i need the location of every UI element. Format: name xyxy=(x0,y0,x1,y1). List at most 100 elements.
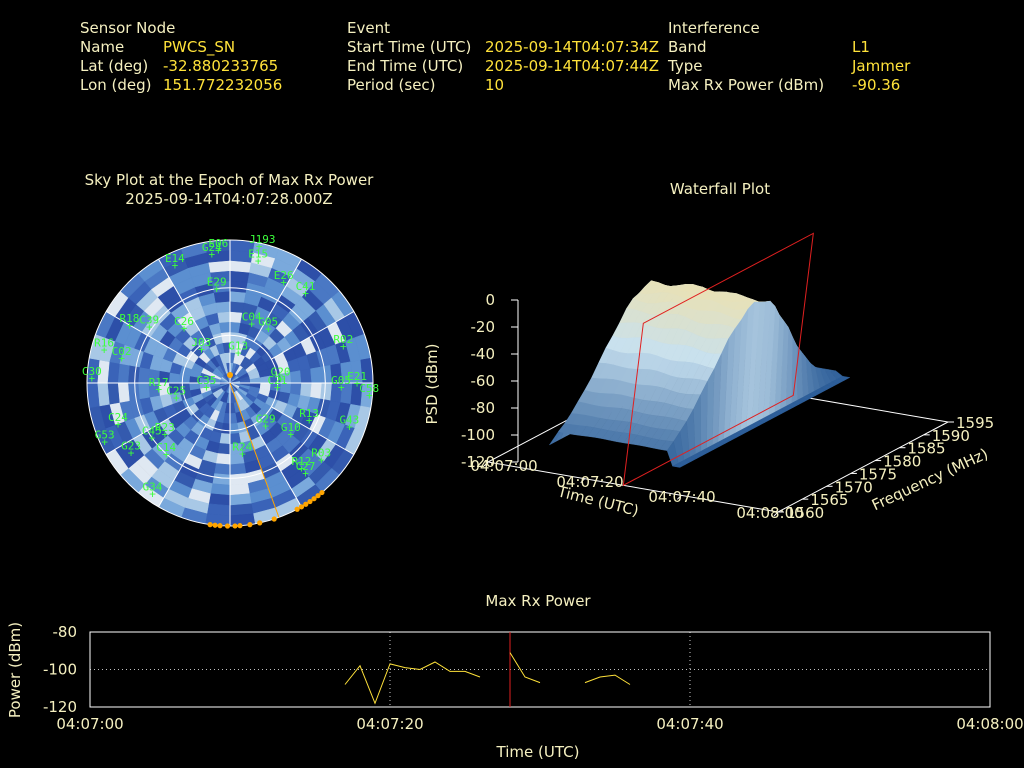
skyplot-heat-cell xyxy=(229,382,240,390)
waterfall-surface-cell xyxy=(670,328,686,345)
waterfall-surface-cell xyxy=(819,384,834,390)
skyplot-heat-cell xyxy=(256,362,269,373)
satellite-label: G20 xyxy=(271,366,291,379)
waterfall-surface-cell xyxy=(730,354,744,357)
satellite-label: G34 xyxy=(143,481,163,494)
skyplot-heat-cell xyxy=(265,357,279,370)
waterfall-surface-cell xyxy=(710,340,724,349)
waterfall-surface-cell xyxy=(619,308,635,324)
skyplot-heat-cell xyxy=(148,382,160,398)
skyplot-heat-cell xyxy=(129,398,144,419)
waterfall-surface-cell xyxy=(735,305,749,313)
skyplot-heat-cell xyxy=(257,296,277,313)
skyplot-heat-cell xyxy=(87,382,100,409)
waterfall-surface-cell xyxy=(687,325,700,336)
skyplot-heat-cell xyxy=(193,435,210,451)
waterfall-surface-cell xyxy=(786,349,799,357)
skyplot-heat-cell xyxy=(237,387,249,397)
waterfall-surface-cell xyxy=(621,409,637,423)
waterfall-surface-cell xyxy=(714,291,728,293)
skyplot-heat-cell xyxy=(219,321,231,333)
skyplot-heat-cell xyxy=(231,392,238,404)
skyplot-heat-cell xyxy=(239,398,251,410)
skyplot-heat-cell xyxy=(295,448,317,470)
jammer-bearing-dot xyxy=(217,523,223,529)
waterfall-title: Waterfall Plot xyxy=(669,180,771,198)
event-value: 10 xyxy=(485,76,505,94)
skyplot-heat-cell xyxy=(188,444,206,461)
skyplot-heat-cell xyxy=(270,303,290,321)
skyplot-heat-cell xyxy=(335,424,356,450)
skyplot-heat-cell xyxy=(187,261,211,278)
skyplot-heat-cell xyxy=(141,428,160,450)
waterfall-surface-cell xyxy=(764,309,777,322)
skyplot-heat-cell xyxy=(163,453,185,472)
waterfall-surface-cell xyxy=(761,316,774,328)
waterfall-surface-cell xyxy=(775,320,789,328)
skyplot-heat-cell xyxy=(242,449,259,464)
skyplot-heat-cell xyxy=(139,396,154,415)
waterfall-surface-cell xyxy=(703,289,717,294)
skyplot-heat-cell xyxy=(137,366,150,384)
waterfall-surface-cell xyxy=(673,288,686,299)
waterfall-surface-cell xyxy=(810,362,821,392)
waterfall-surface-cell xyxy=(613,394,629,409)
skyplot-heat-cell xyxy=(137,258,164,282)
waterfall-surface-cell xyxy=(760,303,773,314)
skyplot-heat-cell xyxy=(209,398,221,410)
skyplot-heat-cell xyxy=(137,382,150,400)
skyplot-heat-cell xyxy=(325,400,341,422)
skyplot-heat-cell xyxy=(271,488,297,509)
skyplot-heat-cell xyxy=(209,384,221,391)
waterfall-surface-cell xyxy=(601,430,616,441)
satellite-label: C21 xyxy=(267,374,287,387)
waterfall-surface-cell xyxy=(687,291,701,300)
waterfall-surface-cell xyxy=(692,349,708,365)
waterfall-surface-cell xyxy=(699,366,715,382)
power-x-tick-label: 04:07:20 xyxy=(356,715,423,733)
skyplot-heat-cell xyxy=(117,382,130,403)
waterfall-surface-cell xyxy=(794,364,807,367)
skyplot-heat-cell xyxy=(226,382,231,394)
waterfall-surface-cell xyxy=(737,349,751,356)
waterfall-surface-cell xyxy=(700,447,715,453)
skyplot-heat-cell xyxy=(229,341,238,354)
waterfall-surface-cell xyxy=(750,299,763,303)
skyplot-heat-cell xyxy=(206,395,218,407)
skyplot-heat-cell xyxy=(285,468,310,490)
skyplot-heat-cell xyxy=(260,429,277,446)
jammer-bearing-dot xyxy=(224,523,231,529)
waterfall-surface-cell xyxy=(765,359,778,362)
waterfall-surface-cell xyxy=(781,341,795,352)
waterfall-surface-cell xyxy=(607,407,622,421)
skyplot-heat-cell xyxy=(229,402,236,414)
skyplot-heat-cell xyxy=(127,382,140,402)
jammer-bearing-dot xyxy=(303,501,309,507)
skyplot-heat-cell xyxy=(296,395,311,412)
waterfall-surface-cell xyxy=(779,361,793,365)
waterfall-surface-cell xyxy=(663,285,676,287)
skyplot-heat-cell xyxy=(247,426,261,441)
waterfall-surface-cell xyxy=(675,285,689,293)
waterfall-surface-cell xyxy=(644,280,659,287)
waterfall-surface-cell xyxy=(706,324,722,340)
skyplot-heat-cell xyxy=(245,362,257,374)
skyplot-heat-cell xyxy=(307,433,328,456)
satellite-plus-icon: + xyxy=(173,391,180,404)
waterfall-surface-cell xyxy=(675,291,690,298)
waterfall-surface-cell xyxy=(649,386,665,402)
skyplot-heat-cell xyxy=(229,372,233,384)
waterfall-surface-cell xyxy=(641,325,657,340)
waterfall-surface-cell xyxy=(705,310,721,325)
waterfall-surface-cell xyxy=(646,292,662,304)
skyplot-heat-cell xyxy=(201,302,218,317)
skyplot-heat-cell xyxy=(120,468,145,493)
waterfall-surface-cell xyxy=(570,401,586,415)
skyplot-heat-cell xyxy=(300,316,319,338)
skyplot-heat-cell xyxy=(213,463,231,476)
skyplot-heat-cell xyxy=(219,382,231,386)
waterfall-surface-cell xyxy=(713,349,726,354)
skyplot-heat-cell xyxy=(250,435,267,451)
skyplot-heat-cell xyxy=(238,386,250,394)
skyplot-heat-cell xyxy=(181,357,195,370)
